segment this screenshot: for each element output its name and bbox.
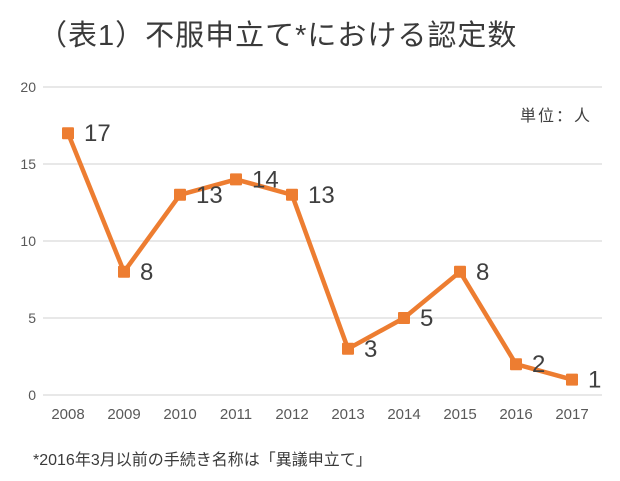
chart-title: （表1）不服申立て*における認定数 (38, 20, 518, 52)
data-point-marker (62, 127, 74, 140)
footnote: *2016年3月以前の手続き名称は「異議申立て」 (33, 452, 372, 469)
data-point-label: 5 (420, 305, 433, 332)
data-point-marker (510, 358, 522, 371)
y-axis-label: 5 (28, 310, 36, 326)
x-axis-label: 2010 (163, 406, 196, 423)
unit-label: 単位：人 (519, 108, 592, 125)
data-point-label: 17 (84, 120, 111, 147)
data-point-label: 2 (532, 351, 545, 378)
x-axis-label: 2016 (499, 406, 532, 423)
data-point-marker (454, 265, 466, 278)
x-axis-label: 2008 (51, 406, 84, 423)
data-point-marker (342, 342, 354, 355)
data-series-line (65, 130, 575, 382)
y-axis-label: 0 (28, 387, 36, 403)
data-point-marker (398, 312, 410, 324)
x-axis-label: 2011 (220, 406, 252, 423)
y-axis-label: 15 (20, 156, 36, 172)
y-axis-label: 10 (20, 233, 36, 249)
data-point-marker (566, 373, 578, 386)
x-axis-label: 2009 (107, 406, 140, 423)
data-point-label: 13 (196, 182, 223, 209)
x-axis-label: 2012 (275, 406, 308, 423)
y-axis-label: 20 (20, 79, 36, 95)
data-point-marker (230, 173, 242, 186)
x-axis-label: 2017 (555, 406, 588, 423)
x-axis-label: 2015 (443, 406, 476, 423)
data-point-label: 14 (252, 166, 279, 193)
data-point-label: 8 (476, 259, 489, 286)
x-axis-label: 2014 (387, 406, 420, 423)
line-chart-area: 0 5 10 15 20 2008 2009 2010 2011 2012 2013 2014 2015… (0, 78, 620, 430)
data-point-label: 3 (364, 336, 377, 363)
data-point-marker (174, 188, 186, 201)
data-point-label: 1 (588, 367, 601, 394)
data-point-label: 8 (140, 259, 153, 286)
data-point-label: 13 (308, 182, 335, 209)
data-point-marker (286, 188, 298, 201)
data-point-marker (118, 265, 130, 278)
x-axis-label: 2013 (331, 406, 364, 423)
